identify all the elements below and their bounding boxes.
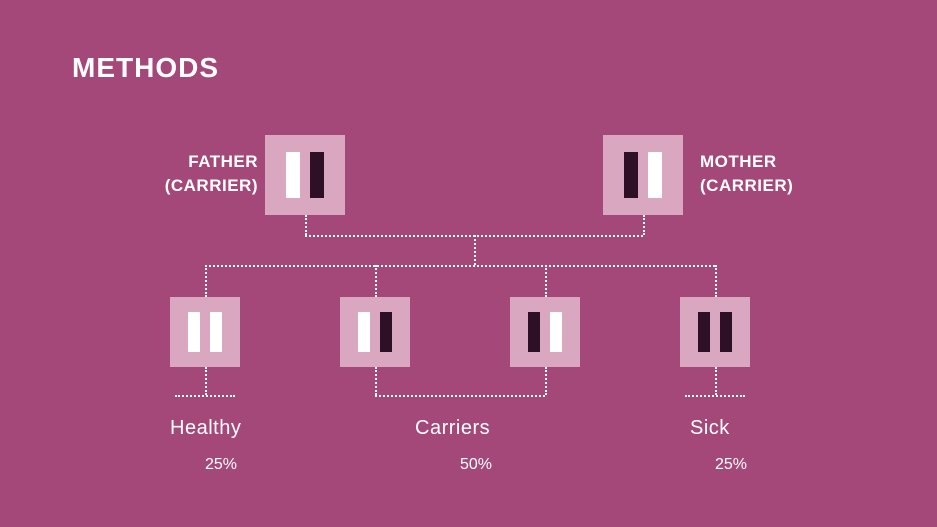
allele-bar — [380, 312, 392, 352]
allele-bar — [188, 312, 200, 352]
child-genotype-box — [170, 297, 240, 367]
child-genotype-box — [510, 297, 580, 367]
connector-line — [175, 395, 235, 397]
allele-bar — [624, 152, 638, 198]
connector-line — [205, 265, 715, 267]
connector-line — [205, 265, 207, 297]
outcome-percentage: 25% — [715, 456, 747, 474]
outcome-percentage: 50% — [460, 456, 492, 474]
allele-bar — [358, 312, 370, 352]
child-genotype-box — [680, 297, 750, 367]
allele-bar — [310, 152, 324, 198]
mother-genotype-box — [603, 135, 683, 215]
outcome-label: Sick — [690, 417, 730, 440]
father-label: FATHER(CARRIER) — [148, 150, 258, 198]
connector-line — [685, 395, 745, 397]
allele-bar — [286, 152, 300, 198]
connector-line — [375, 367, 377, 395]
outcome-label: Healthy — [170, 417, 241, 440]
connector-line — [715, 367, 717, 395]
connector-line — [474, 235, 476, 265]
allele-bar — [720, 312, 732, 352]
allele-bar — [528, 312, 540, 352]
allele-bar — [648, 152, 662, 198]
allele-bar — [698, 312, 710, 352]
connector-line — [643, 215, 645, 235]
allele-bar — [550, 312, 562, 352]
page-title: METHODS — [72, 52, 219, 84]
outcome-percentage: 25% — [205, 456, 237, 474]
connector-line — [715, 265, 717, 297]
child-genotype-box — [340, 297, 410, 367]
connector-line — [545, 367, 547, 395]
connector-line — [545, 265, 547, 297]
connector-line — [205, 367, 207, 395]
allele-bar — [210, 312, 222, 352]
connector-line — [375, 265, 377, 297]
father-genotype-box — [265, 135, 345, 215]
outcome-label: Carriers — [415, 417, 490, 440]
mother-label: MOTHER(CARRIER) — [700, 150, 810, 198]
connector-line — [305, 215, 307, 235]
connector-line — [375, 395, 545, 397]
